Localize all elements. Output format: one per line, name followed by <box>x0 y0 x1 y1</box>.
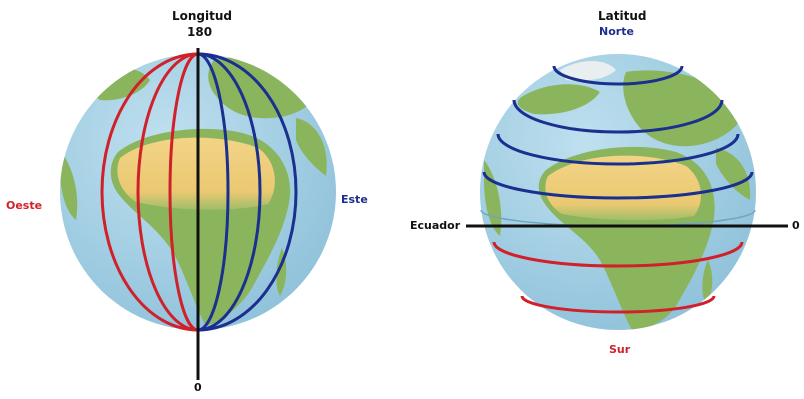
longitude-globe <box>60 48 336 380</box>
left-globe-land <box>60 57 327 326</box>
south-label: Sur <box>609 343 631 356</box>
longitude-top-value: 180 <box>187 25 213 39</box>
latitude-globe <box>466 54 788 330</box>
longitude-bottom-value: 0 <box>194 381 202 394</box>
meridian-line <box>197 52 298 332</box>
east-label: Este <box>341 193 368 206</box>
meridian-line <box>168 52 199 332</box>
parallel-line <box>520 295 716 314</box>
longitude-title: Longitud <box>172 9 233 23</box>
parallel-line <box>496 133 740 166</box>
equator-label: Ecuador <box>410 219 461 232</box>
west-label: Oeste <box>6 199 43 212</box>
parallel-line <box>512 99 724 134</box>
parallel-line <box>552 65 684 86</box>
latitude-title: Latitud <box>598 9 647 23</box>
equator-value: 0 <box>792 219 800 232</box>
parallel-line <box>482 171 754 200</box>
meridian-line <box>197 52 262 332</box>
parallel-line <box>492 241 744 268</box>
meridian-line <box>136 52 199 332</box>
meridian-line <box>100 52 199 332</box>
meridian-line <box>197 52 230 332</box>
north-label: Norte <box>599 25 634 38</box>
